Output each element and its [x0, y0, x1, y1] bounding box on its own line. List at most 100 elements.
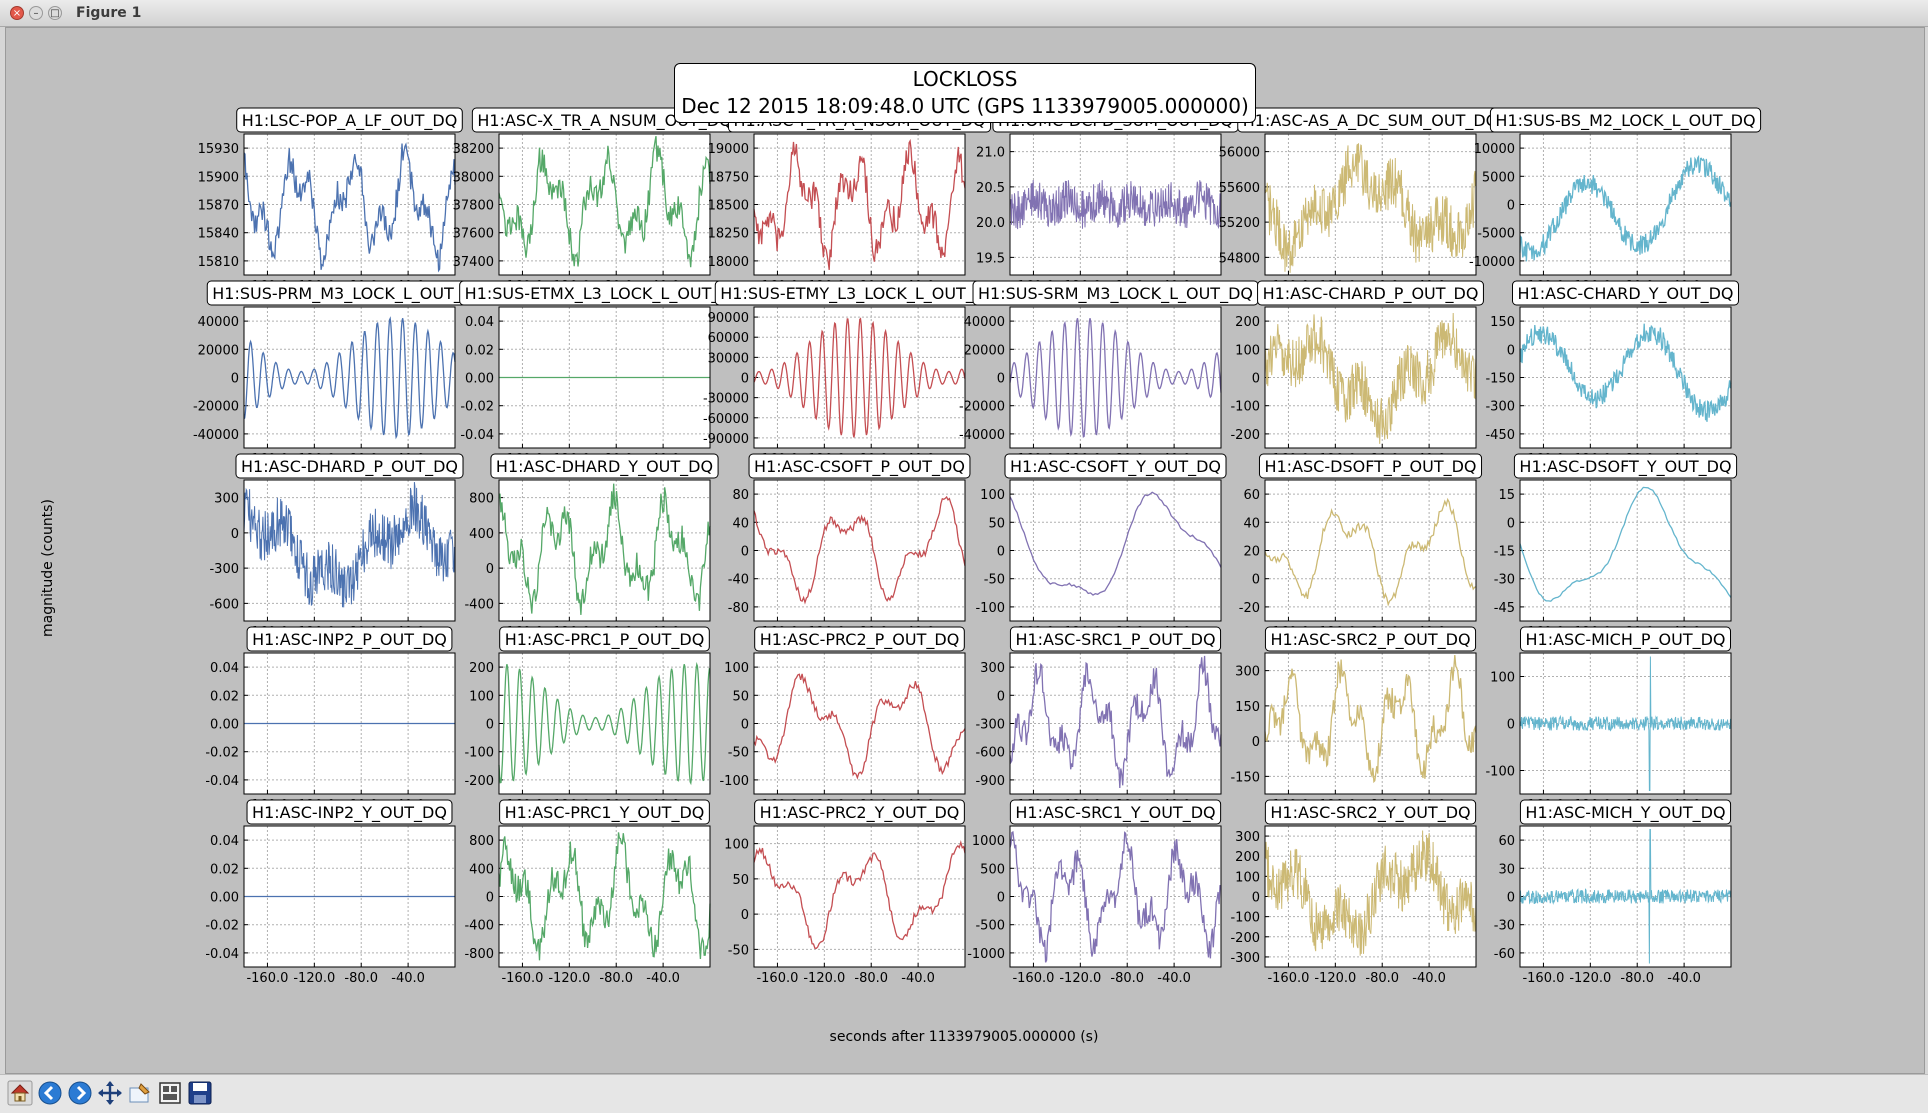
pan-button[interactable]	[97, 1080, 123, 1106]
y-tick-label: -40000	[193, 428, 239, 443]
subplot-title: H1:ASC-CHARD_P_OUT_DQ	[1257, 280, 1484, 306]
subplot-title-text: H1:ASC-CHARD_P_OUT_DQ	[1263, 284, 1479, 304]
forward-button[interactable]	[67, 1080, 93, 1106]
y-tick-label: 18000	[708, 255, 749, 270]
y-tick-label: 0	[997, 689, 1005, 704]
subplot-title-box	[246, 626, 453, 652]
subplot-title-box	[1264, 626, 1477, 652]
home-button[interactable]	[7, 1080, 33, 1106]
y-tick-label: -20000	[959, 400, 1005, 415]
subplot-title: H1:ASC-SRC2_P_OUT_DQ	[1264, 626, 1477, 652]
axes-frame	[1264, 306, 1477, 449]
close-window-button[interactable]: ×	[10, 6, 24, 20]
x-tick-label: -40.0	[646, 971, 680, 986]
configure-subplots-button[interactable]	[157, 1080, 183, 1106]
y-tick-label: 20	[1243, 545, 1260, 560]
subplot-title: H1:ASC-PRC2_P_OUT_DQ	[754, 626, 965, 652]
x-tick-label: -40.0	[901, 971, 935, 986]
subplot-title: H1:ASC-SRC2_Y_OUT_DQ	[1264, 799, 1477, 825]
series-line	[498, 832, 711, 961]
y-tick-label: -100	[464, 746, 494, 761]
suptitle-line1: LOCKLOSS	[912, 67, 1018, 91]
axes-frame	[243, 479, 456, 622]
subplot-title: H1:ASC-CHARD_Y_OUT_DQ	[1512, 280, 1739, 306]
y-tick-label: -0.02	[205, 746, 239, 761]
y-tick-label: 400	[469, 527, 494, 542]
y-tick-label: -300	[1230, 951, 1260, 966]
y-tick-label: 15900	[198, 170, 239, 185]
window-titlebar: × – □ Figure 1	[0, 0, 1928, 27]
series-line	[1009, 491, 1222, 596]
subplot-title: H1:ASC-SRC1_P_OUT_DQ	[1009, 626, 1222, 652]
y-tick-label: -100	[975, 601, 1005, 616]
axes-frame	[753, 133, 966, 276]
y-tick-label: 60000	[708, 331, 749, 346]
y-tick-label: 0	[486, 718, 494, 733]
subplot-title: H1:LSC-POP_A_LF_OUT_DQ	[236, 107, 463, 133]
subplot-title-box	[1512, 280, 1739, 306]
subplot: 3000-300-600-900-160.0-120.0-80.0-40.0	[975, 652, 1222, 813]
axes-frame	[1519, 825, 1732, 968]
suptitle-line2: Dec 12 2015 18:09:48.0 UTC (GPS 11339790…	[681, 94, 1249, 118]
y-axis-label: magnitude (counts)	[40, 499, 56, 637]
y-tick-label: 60	[1498, 834, 1515, 849]
x-tick-label: -120.0	[803, 971, 845, 986]
axes-frame	[498, 479, 711, 622]
y-tick-label: 0.04	[210, 661, 239, 676]
y-tick-label: 19000	[708, 142, 749, 157]
back-button[interactable]	[37, 1080, 63, 1106]
y-tick-label: -200	[1230, 428, 1260, 443]
minimize-window-button[interactable]: –	[29, 6, 43, 20]
subplot: 3820038000378003760037400-160.0-120.0-80…	[453, 133, 711, 294]
y-tick-label: -20	[1239, 601, 1260, 616]
series-line	[1519, 154, 1732, 262]
y-tick-label: -0.02	[205, 919, 239, 934]
y-tick-label: 0.04	[210, 834, 239, 849]
series-line	[498, 135, 711, 268]
axes-frame	[1009, 825, 1222, 968]
y-tick-label: 500	[980, 862, 1005, 877]
zoom-rect-button[interactable]	[127, 1080, 153, 1106]
y-tick-label: 100	[1235, 343, 1260, 358]
y-tick-label: 40	[732, 516, 749, 531]
y-tick-label: 80	[732, 488, 749, 503]
pan-icon	[98, 1081, 122, 1105]
subplot-title-text: H1:ASC-CSOFT_Y_OUT_DQ	[1010, 457, 1221, 477]
y-tick-label: -30000	[703, 392, 749, 407]
x-tick-label: -80.0	[854, 971, 888, 986]
series-line	[753, 839, 966, 949]
y-tick-label: 56000	[1219, 146, 1260, 161]
y-tick-label: 0	[1507, 516, 1515, 531]
y-tick-label: -40	[728, 573, 749, 588]
y-tick-label: 15	[1498, 488, 1515, 503]
x-tick-label: -40.0	[1157, 971, 1191, 986]
subplot: 1000 500 0 -500 -1000 -160.0 -120.0 -80.0 -40.0	[967, 825, 1222, 986]
y-tick-label: 300	[1235, 665, 1260, 680]
y-tick-label: 0.02	[465, 343, 494, 358]
y-tick-label: -0.04	[460, 428, 494, 443]
y-tick-label: 0	[1252, 891, 1260, 906]
axes-frame	[1264, 825, 1477, 968]
series-line	[243, 482, 456, 608]
y-tick-label: 30	[1498, 862, 1515, 877]
subplot-title-text: H1:LSC-POP_A_LF_OUT_DQ	[242, 111, 458, 131]
y-tick-label: 100	[1490, 671, 1515, 686]
maximize-window-button[interactable]: □	[48, 6, 62, 20]
subplot-title: H1:ASC-AS_A_DC_SUM_OUT_DQ	[1237, 107, 1504, 133]
y-tick-label: 15930	[198, 142, 239, 157]
y-tick-label: 0	[1252, 573, 1260, 588]
y-tick-label: -10000	[1469, 255, 1515, 270]
y-tick-label: -900	[975, 774, 1005, 789]
y-tick-label: -100	[1230, 400, 1260, 415]
y-tick-label: 100	[724, 838, 749, 853]
y-tick-label: 40000	[964, 315, 1005, 330]
save-button[interactable]	[187, 1080, 213, 1106]
y-tick-label: 50	[732, 689, 749, 704]
subplot-title-box	[1009, 626, 1222, 652]
subplot-title-text: H1:ASC-INP2_Y_OUT_DQ	[252, 803, 447, 823]
y-tick-label: 100	[980, 488, 1005, 503]
